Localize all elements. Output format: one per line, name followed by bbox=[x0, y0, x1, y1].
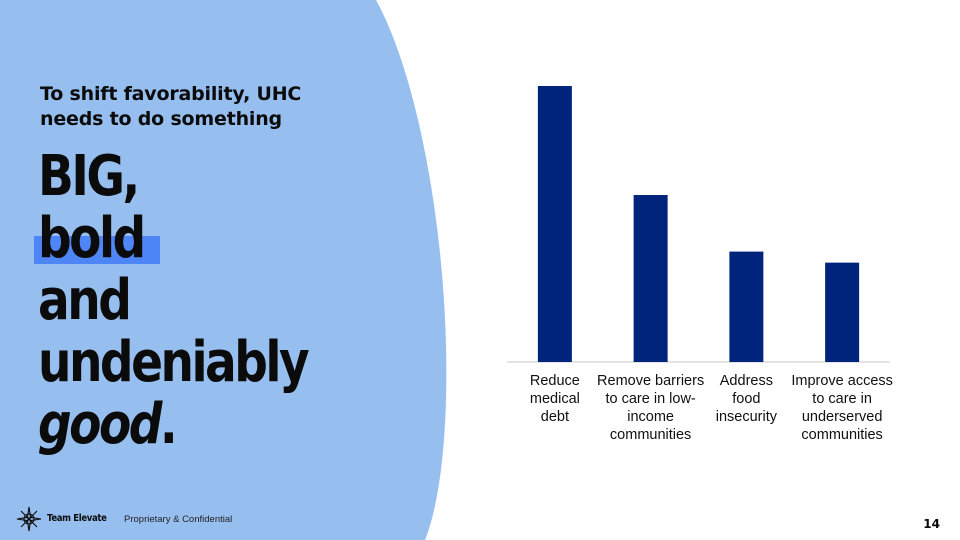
bar-1 bbox=[537, 86, 572, 362]
blob-shape bbox=[0, 0, 447, 540]
category-label-3-line-2: food bbox=[732, 391, 760, 407]
category-label-4-line-4: communities bbox=[801, 427, 882, 443]
bar-4 bbox=[825, 262, 860, 362]
category-label-3-line-3: insecurity bbox=[716, 409, 778, 425]
category-label-3-line-1: Address bbox=[720, 373, 773, 389]
headline-line-5: good. bbox=[38, 394, 340, 456]
headline-line-4: undeniably bbox=[38, 330, 310, 395]
category-label-2-line-4: communities bbox=[610, 427, 691, 443]
highlight-bar bbox=[34, 236, 160, 264]
category-label-2-line-1: Remove barriers bbox=[597, 373, 704, 389]
bar-chart-svg: Reduce medical debt Remove barriers to care … bbox=[507, 86, 893, 443]
bar-chart: Reduce medical debt Remove barriers to care … bbox=[500, 70, 920, 450]
category-label-1-line-3: debt bbox=[541, 409, 569, 425]
bar-3 bbox=[729, 251, 764, 362]
category-label-4-line-3: underserved bbox=[802, 409, 883, 425]
headline-line-2: bold bbox=[38, 206, 146, 271]
category-label-2: Remove barriers to care in low-income comm… bbox=[597, 373, 704, 443]
headline-line-3: and bbox=[38, 268, 132, 333]
team-name: Team Elevate bbox=[47, 513, 107, 524]
headline-period: . bbox=[159, 392, 178, 457]
category-label-4-line-2: to care in bbox=[812, 391, 872, 407]
category-label-2-line-2: to care in low- bbox=[605, 391, 695, 407]
category-label-4: Improve access to care in underserved commu… bbox=[791, 373, 893, 443]
headline: BIG, bold and undeniably good. bbox=[38, 146, 340, 456]
category-label-1: Reduce medical debt bbox=[530, 373, 580, 425]
headline-italic-word: good bbox=[38, 392, 162, 457]
compass-logo-icon bbox=[16, 506, 42, 532]
category-label-3: Address food insecurity bbox=[716, 373, 778, 425]
slide-subtitle: To shift favorability, UHC needs to do s… bbox=[40, 83, 302, 130]
category-label-1-line-2: medical bbox=[530, 391, 580, 407]
category-label-2-line-3: income bbox=[627, 409, 674, 425]
headline-line-1: BIG, bbox=[38, 144, 140, 209]
bar-2 bbox=[633, 195, 668, 362]
category-label-1-line-1: Reduce bbox=[530, 373, 580, 389]
category-label-4-line-1: Improve access bbox=[791, 373, 893, 389]
page-number: 14 bbox=[923, 517, 940, 531]
confidential-label: Proprietary & Confidential bbox=[124, 514, 233, 525]
